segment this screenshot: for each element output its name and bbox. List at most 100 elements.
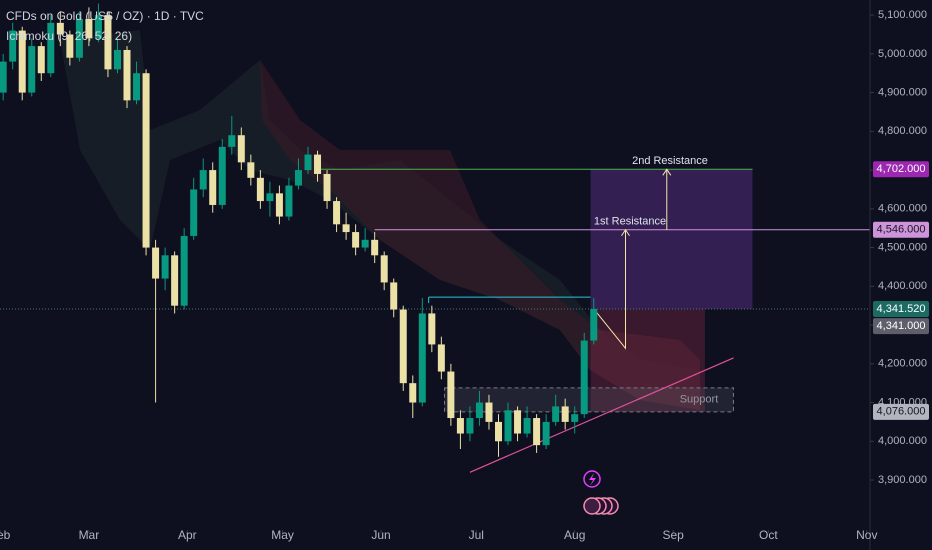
- candle-body: [94, 15, 102, 39]
- event-icon: [583, 497, 601, 515]
- candle-body: [123, 49, 131, 101]
- event-icon: [589, 473, 596, 486]
- candle-body: [199, 170, 207, 190]
- candle-body: [437, 344, 445, 372]
- x-tick-label: Mar: [79, 528, 100, 542]
- x-tick-label: Jun: [371, 528, 390, 542]
- x-tick-label: Oct: [759, 528, 778, 542]
- candle-body: [371, 239, 379, 256]
- candle-body: [533, 418, 541, 446]
- candle-body: [56, 22, 64, 35]
- y-tick-label: 4,900.000: [878, 87, 927, 99]
- candle-body: [161, 255, 169, 279]
- y-tick-label: 4,400.000: [878, 280, 927, 292]
- x-tick-label: Aug: [564, 528, 585, 542]
- x-tick-label: Feb: [0, 528, 11, 542]
- candle-body: [294, 170, 302, 186]
- price-tag: [873, 318, 929, 335]
- candle-body: [75, 18, 83, 58]
- candle-body: [28, 46, 36, 93]
- y-tick-label: 3,900.000: [878, 474, 927, 486]
- candle-body: [380, 255, 388, 283]
- candle-body: [256, 177, 264, 202]
- y-tick-label: 4,200.000: [878, 358, 927, 370]
- price-tag-label: 4,341.520: [877, 303, 926, 315]
- candle-body: [285, 185, 293, 217]
- candle-body: [466, 418, 474, 434]
- candle-body: [390, 282, 398, 310]
- price-tag: [873, 161, 929, 178]
- y-tick-label: 4,600.000: [878, 203, 927, 215]
- price-tag: [873, 221, 929, 238]
- candle-body: [142, 73, 150, 248]
- candle-body: [266, 193, 274, 202]
- y-tick-label: 5,100.000: [878, 9, 927, 21]
- candle-body: [228, 135, 236, 147]
- candle-body: [409, 383, 417, 403]
- drawings: Support 2nd Resistance 1st Resistance: [0, 3, 870, 473]
- trendline: [469, 357, 734, 473]
- candle-body: [580, 340, 588, 415]
- candle-body: [495, 421, 503, 442]
- event-icons: [583, 470, 619, 515]
- candle-body: [418, 313, 426, 403]
- candle-body: [47, 22, 55, 74]
- candle-body: [152, 247, 160, 279]
- price-tag: [873, 403, 929, 420]
- candle-body: [218, 146, 226, 205]
- candle-body: [361, 239, 369, 248]
- projection-path: [593, 229, 627, 350]
- candle-body: [85, 18, 93, 39]
- y-tick-label: 4,800.000: [878, 125, 927, 137]
- price-tag-label: 4,341.000: [877, 320, 926, 332]
- resistance-label: 2nd Resistance: [632, 155, 708, 167]
- candle-body: [9, 30, 17, 62]
- candle-body: [475, 402, 483, 419]
- arrow-head: [621, 228, 630, 237]
- y-tick-label: 4,500.000: [878, 241, 927, 253]
- candle-body: [590, 308, 598, 341]
- price-tag-label: 4,702.000: [877, 163, 926, 175]
- candle-body: [190, 189, 198, 236]
- candle-body: [523, 418, 531, 434]
- candle-body: [504, 410, 512, 442]
- y-tick-label: 5,000.000: [878, 48, 927, 60]
- x-tick-label: Apr: [178, 528, 197, 542]
- event-icon: [583, 470, 601, 488]
- chart-title: CFDs on Gold (US$ / OZ) · 1D · TVC: [6, 9, 204, 23]
- price-tag-label: 4,546.000: [877, 224, 926, 236]
- candle-body: [275, 193, 283, 217]
- candle-body: [37, 46, 45, 74]
- candle-body: [514, 410, 522, 434]
- candle-body: [209, 170, 217, 205]
- candle-body: [0, 61, 7, 93]
- price-tag: [873, 300, 929, 317]
- candle-body: [66, 34, 74, 58]
- candle-body: [18, 30, 26, 93]
- indicator-label: Ichimoku (9, 26, 52, 26): [6, 29, 132, 43]
- x-tick-label: May: [271, 528, 294, 542]
- support-label: Support: [680, 394, 719, 406]
- y-tick-label: 4,000.000: [878, 435, 927, 447]
- target-box: [590, 169, 753, 309]
- candle-body: [561, 406, 569, 422]
- candle-body: [104, 15, 112, 70]
- candle-body: [333, 201, 341, 225]
- ichimoku-cloud-red: [260, 60, 700, 410]
- candle-body: [180, 235, 188, 306]
- candle-body: [342, 224, 350, 233]
- candle-body: [133, 73, 141, 101]
- support-box: [444, 387, 734, 413]
- resistance-label: 1st Resistance: [594, 216, 666, 228]
- candle-body: [304, 154, 312, 171]
- candle-body: [247, 162, 255, 178]
- candle-body: [113, 49, 121, 70]
- candle-body: [552, 406, 560, 422]
- candle-body: [171, 255, 179, 306]
- candle-body: [237, 135, 245, 163]
- candle-body: [399, 309, 407, 384]
- candle-body: [456, 418, 464, 434]
- candle-body: [428, 313, 436, 345]
